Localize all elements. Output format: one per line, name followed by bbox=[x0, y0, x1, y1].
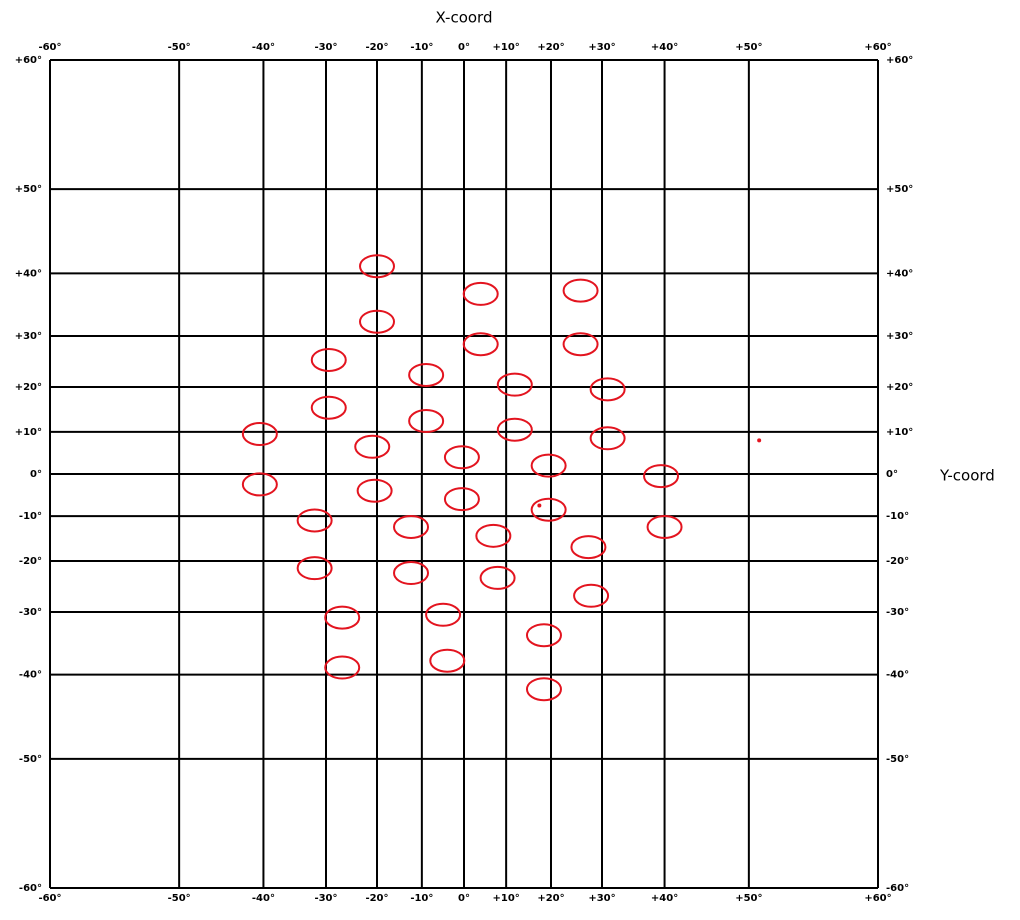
x-tick-label: 0° bbox=[458, 893, 470, 904]
point-ring bbox=[443, 487, 480, 512]
y-tick-label: -40° bbox=[886, 670, 909, 681]
y-tick-label: +30° bbox=[886, 331, 913, 342]
x-tick-label: +20° bbox=[537, 893, 564, 904]
x-tick-label: -50° bbox=[168, 42, 191, 53]
x-tick-label: 0° bbox=[458, 42, 470, 53]
point-ring bbox=[462, 332, 499, 357]
point-ring bbox=[496, 417, 533, 442]
point-ring bbox=[324, 605, 361, 630]
point-ring bbox=[525, 623, 562, 648]
x-tick-label: -60° bbox=[38, 893, 61, 904]
y-tick-label: +60° bbox=[15, 55, 42, 66]
y-tick-label: -50° bbox=[886, 754, 909, 765]
x-tick-label: +60° bbox=[864, 893, 891, 904]
point-ring bbox=[310, 347, 347, 372]
point-ring bbox=[530, 497, 567, 522]
y-tick-label: -10° bbox=[886, 511, 909, 522]
y-tick-label: +20° bbox=[15, 382, 42, 393]
point-ring bbox=[408, 362, 445, 387]
y-tick-label: +10° bbox=[886, 427, 913, 438]
x-tick-label: -40° bbox=[252, 42, 275, 53]
point-ring bbox=[425, 602, 462, 627]
y-tick-label: -60° bbox=[19, 883, 42, 894]
point-ring bbox=[562, 278, 599, 303]
point-ring bbox=[429, 648, 466, 673]
y-tick-label: 0° bbox=[886, 469, 898, 480]
point-ring bbox=[530, 453, 567, 478]
y-tick-label: 0° bbox=[30, 469, 42, 480]
point-ring bbox=[573, 583, 610, 608]
point-ring bbox=[589, 426, 626, 451]
y-tick-label: +60° bbox=[886, 55, 913, 66]
point bbox=[757, 438, 762, 443]
y-tick-label: -60° bbox=[886, 883, 909, 894]
y-axis-title: Y-coord bbox=[939, 467, 995, 485]
point-ring bbox=[359, 309, 396, 334]
point-ring bbox=[241, 422, 278, 447]
x-tick-label: -10° bbox=[410, 893, 433, 904]
point-ring bbox=[296, 556, 333, 581]
x-tick-label: +50° bbox=[735, 42, 762, 53]
x-tick-label: +10° bbox=[492, 42, 519, 53]
point-ring bbox=[359, 254, 396, 279]
y-tick-label: +50° bbox=[886, 184, 913, 195]
x-tick-label: -50° bbox=[168, 893, 191, 904]
x-tick-label: +40° bbox=[651, 42, 678, 53]
x-tick-label: +30° bbox=[588, 42, 615, 53]
y-tick-label: +40° bbox=[15, 268, 42, 279]
y-tick-label: -20° bbox=[19, 556, 42, 567]
point-ring bbox=[296, 508, 333, 533]
x-tick-label: +30° bbox=[588, 893, 615, 904]
x-axis-title: X-coord bbox=[436, 9, 493, 27]
x-tick-label: +40° bbox=[651, 893, 678, 904]
x-tick-label: -60° bbox=[38, 42, 61, 53]
x-tick-label: +50° bbox=[735, 893, 762, 904]
y-tick-label: +30° bbox=[15, 331, 42, 342]
point-ring bbox=[475, 523, 512, 548]
point-ring bbox=[393, 514, 430, 539]
x-tick-label: +10° bbox=[492, 893, 519, 904]
point-ring bbox=[443, 445, 480, 470]
point-ring bbox=[643, 464, 680, 489]
point-ring bbox=[310, 395, 347, 420]
y-tick-label: -10° bbox=[19, 511, 42, 522]
x-tick-label: +60° bbox=[864, 42, 891, 53]
y-tick-label: -30° bbox=[19, 607, 42, 618]
y-tick-label: +50° bbox=[15, 184, 42, 195]
x-tick-label: -30° bbox=[314, 893, 337, 904]
point-ring bbox=[496, 372, 533, 397]
y-tick-label: +20° bbox=[886, 382, 913, 393]
y-tick-label: +40° bbox=[886, 268, 913, 279]
x-tick-label: -40° bbox=[252, 893, 275, 904]
x-tick-label: +20° bbox=[537, 42, 564, 53]
x-tick-label: -10° bbox=[410, 42, 433, 53]
y-tick-label: +10° bbox=[15, 427, 42, 438]
point-ring bbox=[562, 332, 599, 357]
point-ring bbox=[241, 472, 278, 497]
point-ring bbox=[479, 565, 516, 590]
point-ring bbox=[646, 514, 683, 539]
point-ring bbox=[570, 535, 607, 560]
y-tick-label: -40° bbox=[19, 670, 42, 681]
x-tick-label: -20° bbox=[365, 893, 388, 904]
point-ring bbox=[462, 281, 499, 306]
point-ring bbox=[324, 655, 361, 680]
y-tick-label: -50° bbox=[19, 754, 42, 765]
point-ring bbox=[393, 561, 430, 586]
point-ring bbox=[408, 409, 445, 434]
point-ring bbox=[354, 434, 391, 459]
point bbox=[537, 503, 542, 508]
x-tick-label: -30° bbox=[314, 42, 337, 53]
point-ring bbox=[589, 377, 626, 402]
x-tick-label: -20° bbox=[365, 42, 388, 53]
point-ring bbox=[525, 677, 562, 702]
y-tick-label: -30° bbox=[886, 607, 909, 618]
point-ring bbox=[356, 478, 393, 503]
y-tick-label: -20° bbox=[886, 556, 909, 567]
